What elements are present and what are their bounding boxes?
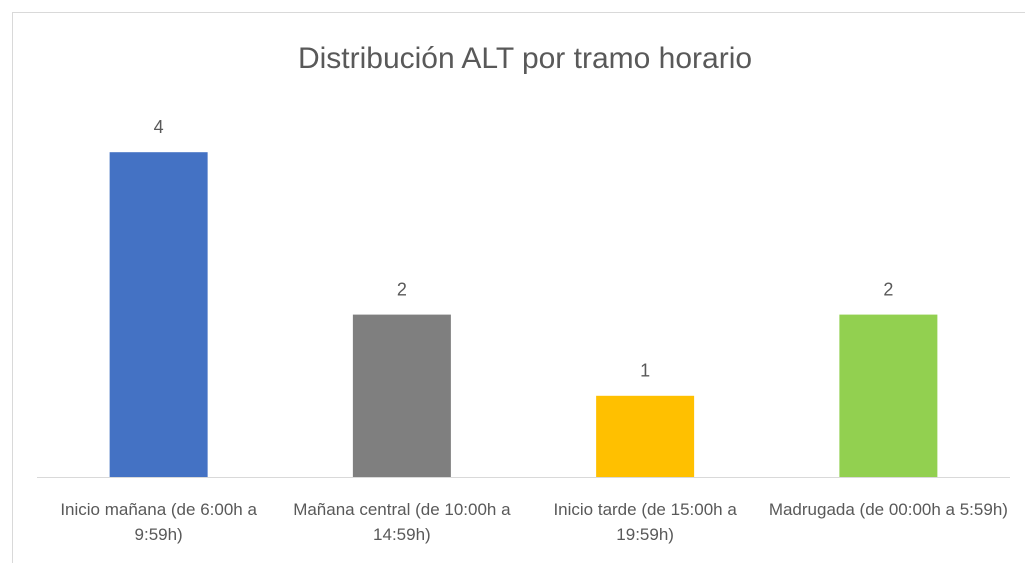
x-tick-label: Inicio tarde (de 15:00h a 19:59h) [553,500,737,544]
bar [596,395,695,477]
data-label: 2 [397,279,407,299]
chart-title: Distribución ALT por tramo horario [298,42,752,75]
bar [109,152,208,477]
x-tick-label: Madrugada (de 00:00h a 5:59h) [768,500,1008,519]
data-label: 4 [154,117,164,137]
x-tick-label: Inicio mañana (de 6:00h a 9:59h) [60,500,257,544]
data-label: 2 [883,279,893,299]
bar [352,314,451,477]
x-tick-label: Mañana central (de 10:00h a 14:59h) [293,500,511,544]
bar [839,314,938,477]
data-label: 1 [640,361,650,381]
